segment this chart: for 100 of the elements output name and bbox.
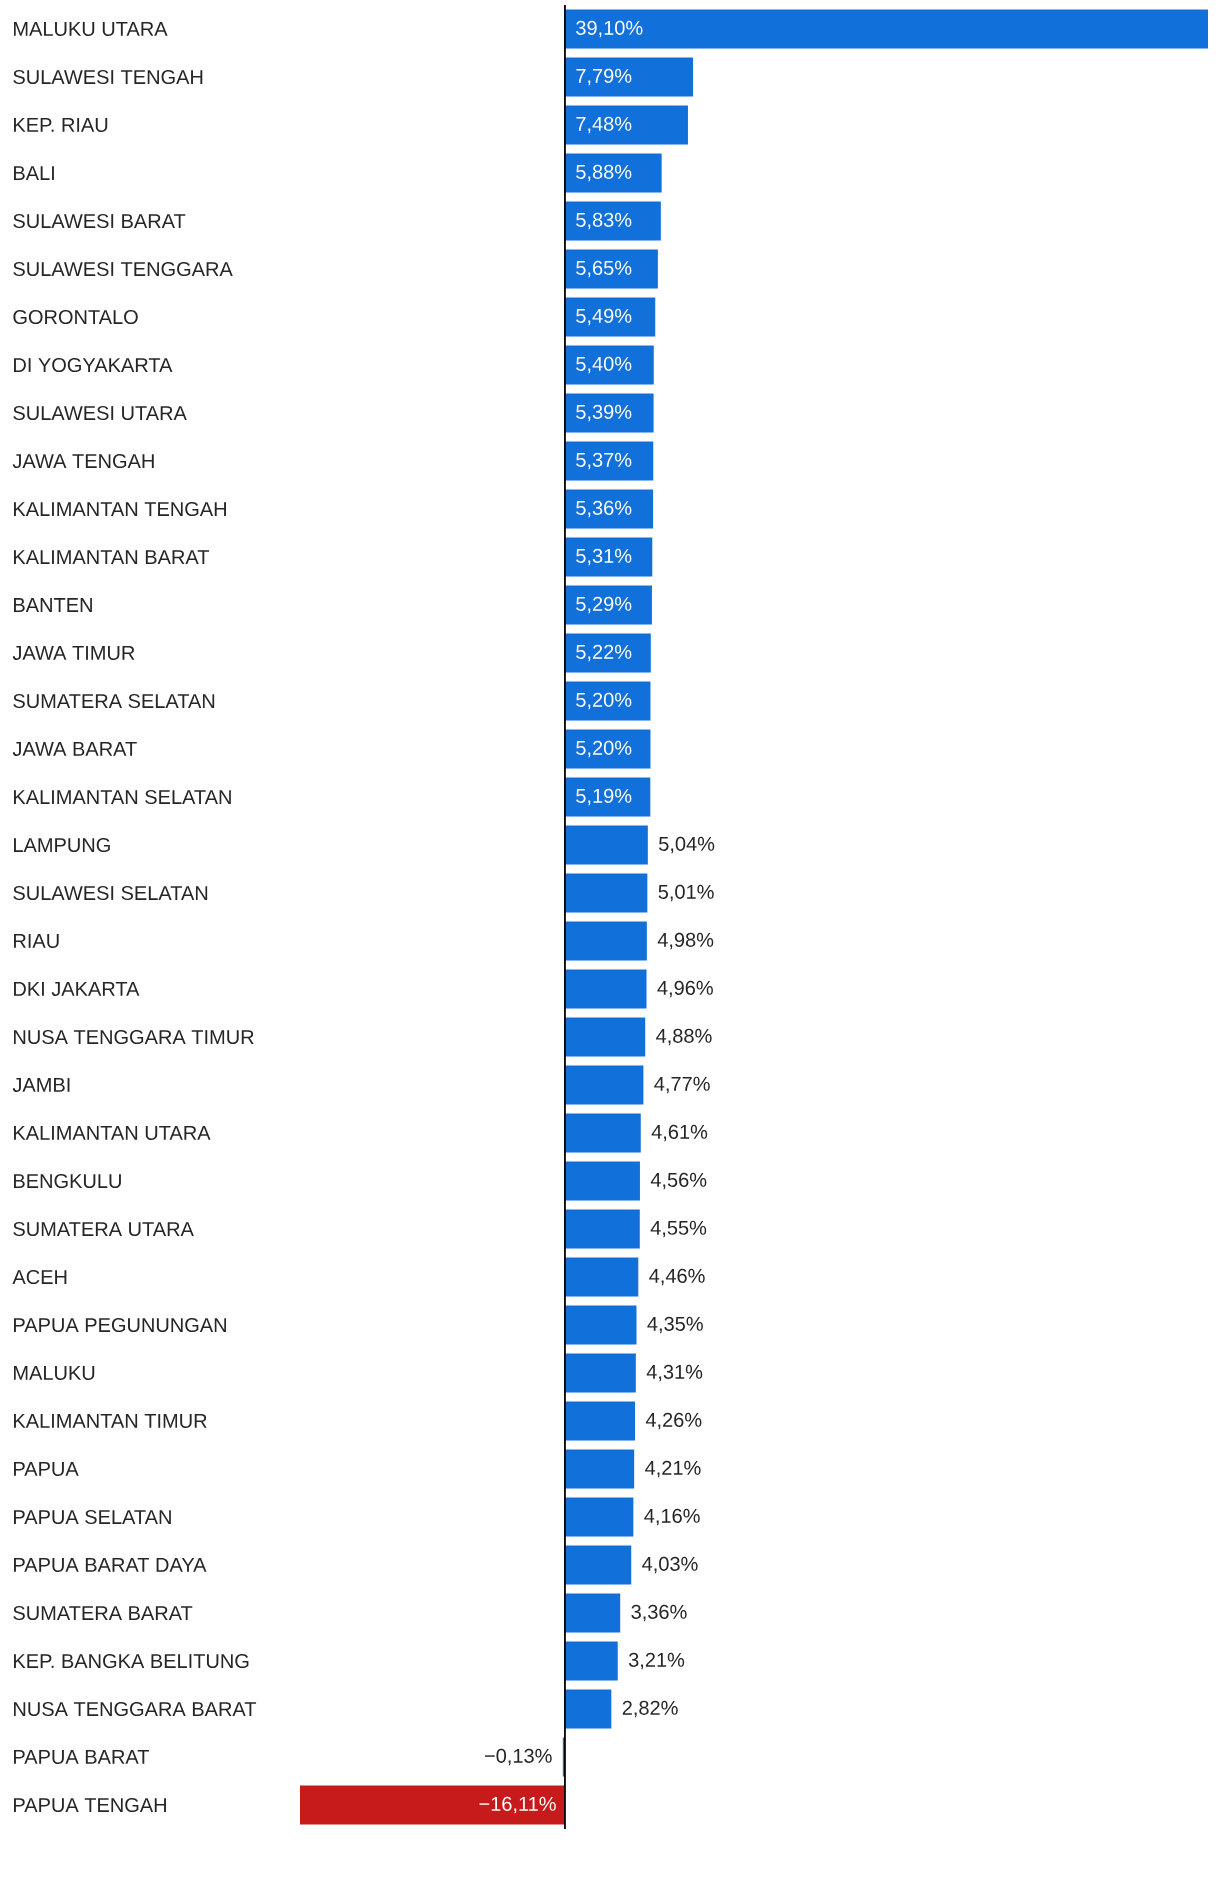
bar (564, 1593, 621, 1633)
data-label: 4,16% (644, 1508, 700, 1526)
y-tick-label: BALI (14, 166, 54, 180)
y-tick-label: PAPUA BARAT (14, 1750, 150, 1764)
bar (564, 393, 654, 433)
data-label: 5,88% (576, 164, 632, 182)
bar (564, 1545, 632, 1585)
data-label: −0,13% (484, 1748, 552, 1766)
bar (564, 1401, 636, 1441)
bar (564, 1209, 640, 1249)
bar (564, 729, 651, 769)
data-label: −16,11% (479, 1796, 556, 1814)
y-tick-label: SULAWESI SELATAN (13, 885, 208, 901)
y-tick-label: BANTEN (14, 598, 92, 612)
bar (564, 537, 653, 577)
data-label: 4,61% (651, 1124, 708, 1142)
bar (564, 1449, 635, 1489)
data-label: 7,48% (576, 116, 632, 134)
bar (564, 201, 661, 241)
y-tick-label: JAWA TENGAH (12, 453, 154, 469)
y-tick-label: KALIMANTAN SELATAN (14, 789, 231, 805)
y-tick-label: DKI JAKARTA (14, 982, 140, 996)
bar (300, 1785, 565, 1825)
y-tick-label: ACEH (12, 1269, 67, 1285)
data-label: 4,77% (654, 1076, 710, 1094)
bar (564, 345, 654, 385)
y-tick-label: SULAWESI UTARA (13, 405, 187, 421)
y-tick-label: SUMATERA UTARA (13, 1221, 194, 1237)
y-tick-label: BENGKULU (14, 1173, 121, 1189)
bar (564, 1689, 612, 1729)
data-label: 4,55% (650, 1220, 707, 1238)
y-tick-label: DI YOGYAKARTA (14, 357, 173, 373)
bar (564, 585, 652, 625)
y-tick-label: JAMBI (12, 1078, 70, 1092)
data-label: 39,10% (576, 20, 643, 38)
data-label: 4,98% (657, 932, 714, 950)
y-tick-label: PAPUA BARAT DAYA (14, 1558, 207, 1572)
y-tick-label: LAMPUNG (14, 837, 110, 853)
y-tick-label: SULAWESI TENGGARA (13, 261, 233, 277)
y-tick-label: PAPUA PEGUNUNGAN (14, 1317, 226, 1333)
y-tick-label: PAPUA TENGAH (14, 1797, 166, 1813)
data-label: 2,82% (622, 1700, 678, 1718)
data-label: 4,31% (646, 1364, 703, 1382)
bar (564, 489, 654, 529)
bar (564, 297, 656, 337)
data-label: 5,49% (576, 308, 632, 326)
y-tick-label: KEP. RIAU (14, 118, 108, 132)
y-tick-label: NUSA TENGGARA BARAT (14, 1701, 257, 1717)
data-label: 7,79% (576, 68, 632, 86)
data-label: 4,21% (645, 1460, 701, 1478)
y-tick-label: JAWA BARAT (12, 742, 137, 756)
y-tick-label: MALUKU (14, 1366, 95, 1380)
data-label: 5,36% (576, 500, 632, 518)
bar (564, 1353, 636, 1393)
bar (564, 681, 651, 721)
data-label: 5,20% (576, 692, 632, 710)
bar (564, 153, 662, 193)
y-tick-label: KALIMANTAN TENGAH (14, 501, 226, 517)
data-label: 5,01% (658, 884, 714, 902)
data-label: 5,20% (576, 740, 632, 758)
bar (564, 1305, 637, 1345)
y-tick-label: KALIMANTAN TIMUR (14, 1414, 207, 1428)
bar (564, 441, 654, 481)
data-label: 5,29% (576, 596, 632, 614)
bar (564, 9, 1208, 49)
bar (564, 1113, 641, 1153)
bar (564, 1017, 646, 1057)
data-label: 5,83% (576, 212, 632, 230)
data-label: 5,65% (576, 260, 632, 278)
bar (564, 249, 658, 289)
data-label: 4,96% (657, 980, 713, 998)
data-label: 5,31% (576, 548, 632, 566)
y-tick-label: PAPUA SELATAN (14, 1509, 171, 1525)
bar (564, 1065, 644, 1105)
bar (564, 105, 688, 145)
data-label: 3,21% (628, 1652, 685, 1670)
bar (564, 1161, 640, 1201)
data-label: 4,26% (645, 1412, 702, 1430)
bar (564, 1497, 634, 1537)
y-tick-label: SULAWESI BARAT (13, 213, 186, 229)
y-tick-label: RIAU (14, 934, 59, 948)
y-tick-label: GORONTALO (13, 309, 138, 325)
y-tick-label: SULAWESI TENGAH (13, 69, 203, 85)
data-label: 4,46% (649, 1268, 705, 1286)
y-tick-label: KALIMANTAN BARAT (14, 550, 210, 564)
data-label: 3,36% (631, 1604, 687, 1622)
y-tick-label: SUMATERA BARAT (13, 1605, 193, 1621)
data-label: 5,37% (576, 452, 632, 470)
data-label: 4,35% (647, 1316, 703, 1334)
bar (564, 921, 647, 961)
bar (564, 57, 694, 97)
bar (564, 777, 651, 817)
y-tick-label: SUMATERA SELATAN (13, 693, 215, 709)
data-label: 5,22% (576, 644, 632, 662)
y-tick-label: MALUKU UTARA (14, 22, 168, 36)
y-tick-label: PAPUA (14, 1462, 79, 1476)
data-label: 4,03% (642, 1556, 698, 1574)
y-tick-label: KEP. BANGKA BELITUNG (14, 1653, 249, 1669)
bar (564, 969, 647, 1009)
bar (564, 633, 651, 673)
